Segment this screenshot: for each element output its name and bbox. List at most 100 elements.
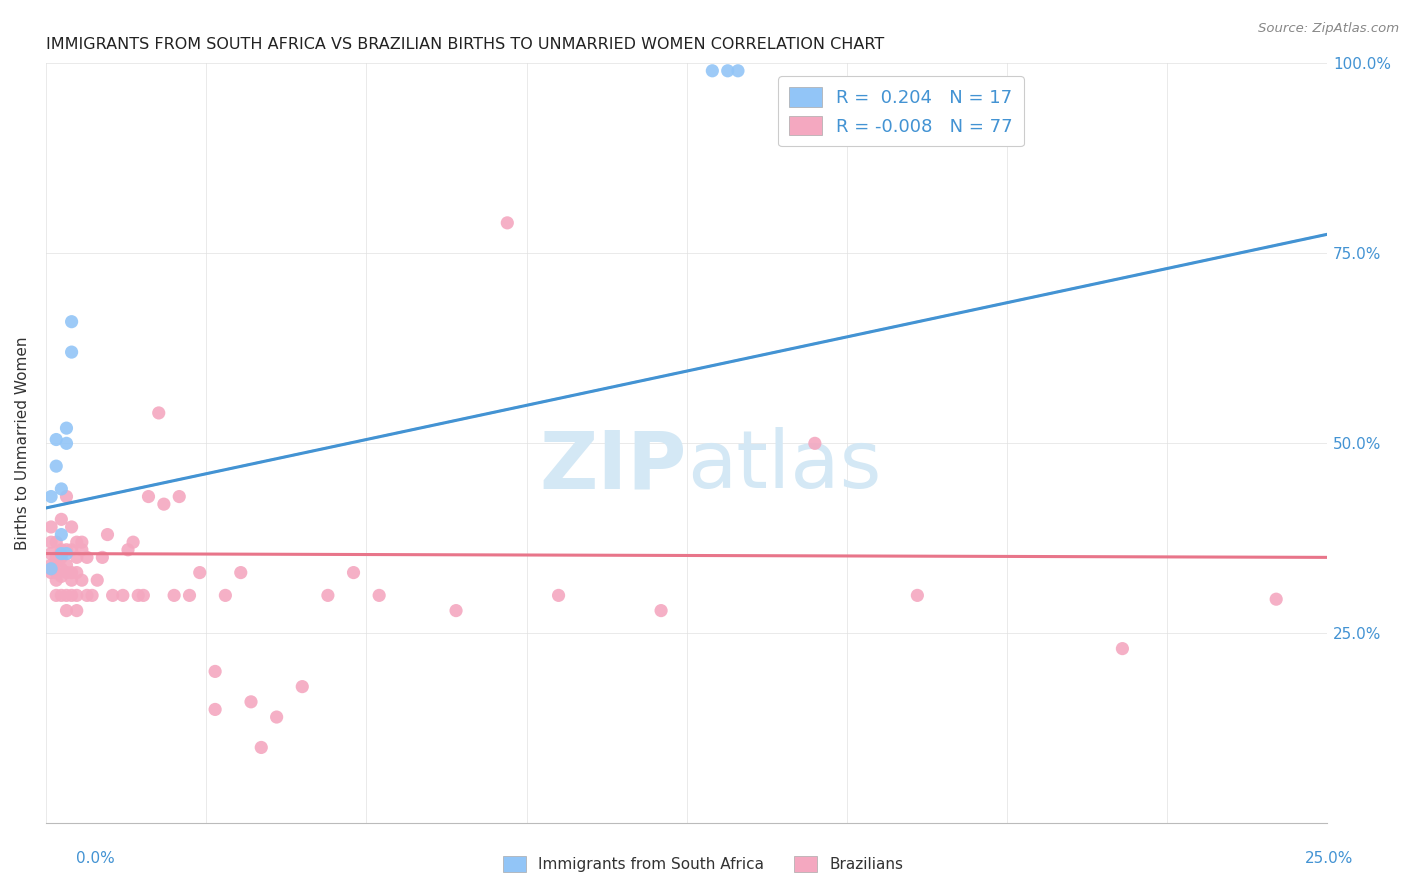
- Point: [51, 550, 73, 565]
- Point: [39, 566, 62, 580]
- Point: [91, 550, 114, 565]
- Point: [51, 482, 73, 496]
- Point: [101, 588, 124, 602]
- Point: [547, 588, 569, 602]
- Point: [153, 497, 176, 511]
- Point: [204, 665, 226, 679]
- Point: [163, 588, 186, 602]
- Point: [76, 550, 98, 565]
- Point: [148, 406, 170, 420]
- Point: [70, 535, 93, 549]
- Point: [39, 490, 62, 504]
- Text: Source: ZipAtlas.com: Source: ZipAtlas.com: [1258, 22, 1399, 36]
- Legend: R =  0.204   N = 17, R = -0.008   N = 77: R = 0.204 N = 17, R = -0.008 N = 77: [779, 76, 1024, 146]
- Point: [45, 550, 67, 565]
- Point: [51, 547, 73, 561]
- Point: [66, 550, 89, 565]
- Text: 25.0%: 25.0%: [1305, 851, 1353, 865]
- Point: [45, 573, 67, 587]
- Point: [240, 695, 263, 709]
- Point: [122, 535, 145, 549]
- Point: [316, 588, 339, 602]
- Point: [51, 547, 73, 561]
- Point: [66, 535, 89, 549]
- Point: [51, 542, 73, 557]
- Point: [76, 588, 98, 602]
- Point: [45, 588, 67, 602]
- Point: [188, 566, 211, 580]
- Point: [45, 535, 67, 549]
- Point: [117, 542, 139, 557]
- Point: [86, 573, 108, 587]
- Point: [204, 702, 226, 716]
- Point: [51, 569, 73, 583]
- Point: [70, 573, 93, 587]
- Point: [127, 588, 149, 602]
- Point: [55, 421, 77, 435]
- Point: [266, 710, 288, 724]
- Point: [727, 63, 749, 78]
- Point: [39, 562, 62, 576]
- Text: IMMIGRANTS FROM SOUTH AFRICA VS BRAZILIAN BIRTHS TO UNMARRIED WOMEN CORRELATION : IMMIGRANTS FROM SOUTH AFRICA VS BRAZILIA…: [46, 37, 884, 53]
- Point: [291, 680, 314, 694]
- Point: [1265, 592, 1288, 607]
- Point: [60, 566, 83, 580]
- Point: [717, 63, 740, 78]
- Point: [82, 588, 104, 602]
- Point: [39, 535, 62, 549]
- Point: [55, 558, 77, 572]
- Point: [55, 547, 77, 561]
- Point: [111, 588, 134, 602]
- Point: [167, 490, 190, 504]
- Point: [60, 542, 83, 557]
- Point: [66, 566, 89, 580]
- Point: [96, 527, 118, 541]
- Point: [650, 604, 672, 618]
- Point: [39, 558, 62, 572]
- Point: [60, 345, 83, 359]
- Point: [60, 520, 83, 534]
- Point: [905, 588, 928, 602]
- Point: [55, 566, 77, 580]
- Text: atlas: atlas: [686, 427, 882, 505]
- Point: [60, 315, 83, 329]
- Text: ZIP: ZIP: [540, 427, 686, 505]
- Point: [55, 436, 77, 450]
- Point: [45, 566, 67, 580]
- Point: [229, 566, 252, 580]
- Y-axis label: Births to Unmarried Women: Births to Unmarried Women: [15, 336, 30, 550]
- Point: [444, 604, 467, 618]
- Point: [51, 588, 73, 602]
- Point: [60, 573, 83, 587]
- Point: [45, 459, 67, 474]
- Point: [39, 520, 62, 534]
- Point: [66, 588, 89, 602]
- Point: [66, 604, 89, 618]
- Point: [342, 566, 364, 580]
- Point: [496, 216, 519, 230]
- Point: [1111, 641, 1133, 656]
- Point: [214, 588, 236, 602]
- Point: [45, 433, 67, 447]
- Point: [55, 604, 77, 618]
- Point: [70, 542, 93, 557]
- Point: [39, 547, 62, 561]
- Legend: Immigrants from South Africa, Brazilians: Immigrants from South Africa, Brazilians: [495, 848, 911, 880]
- Point: [55, 490, 77, 504]
- Text: 0.0%: 0.0%: [76, 851, 115, 865]
- Point: [368, 588, 391, 602]
- Point: [138, 490, 160, 504]
- Point: [804, 436, 827, 450]
- Point: [51, 527, 73, 541]
- Point: [51, 562, 73, 576]
- Point: [702, 63, 724, 78]
- Point: [179, 588, 201, 602]
- Point: [39, 562, 62, 576]
- Point: [55, 588, 77, 602]
- Point: [250, 740, 273, 755]
- Point: [55, 542, 77, 557]
- Point: [60, 588, 83, 602]
- Point: [45, 554, 67, 568]
- Point: [132, 588, 155, 602]
- Point: [51, 512, 73, 526]
